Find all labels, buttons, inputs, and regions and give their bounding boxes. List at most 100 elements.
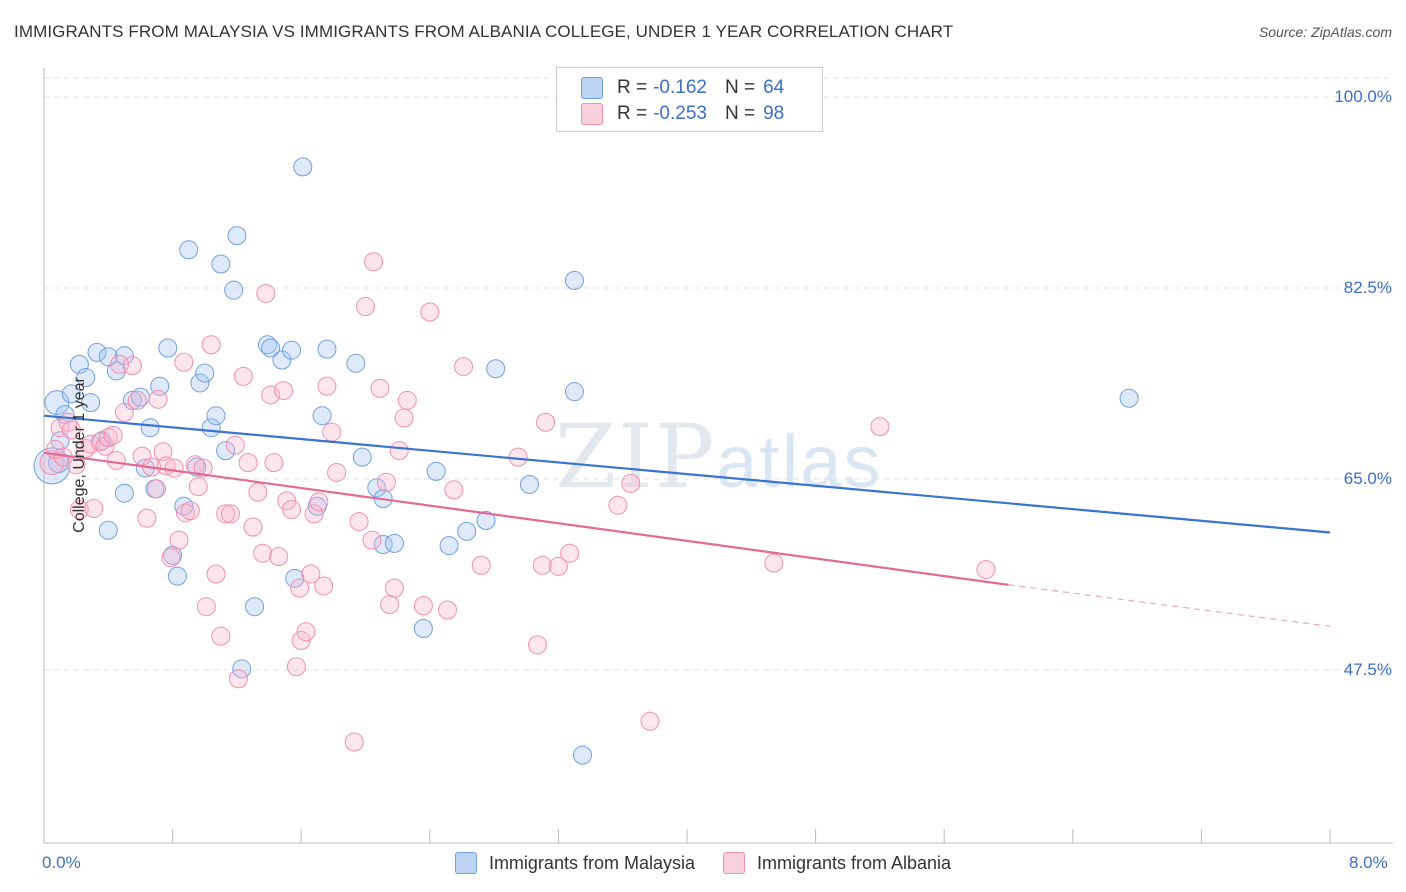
y-tick-label: 100.0%: [1334, 87, 1392, 106]
malaysia-point: [285, 568, 305, 588]
albania-point: [532, 555, 552, 575]
albania-point: [84, 498, 104, 518]
albania-point: [196, 597, 216, 617]
albania-point: [370, 378, 390, 398]
n-label: N =: [724, 103, 756, 124]
albania-point: [169, 530, 189, 550]
malaysia-point: [167, 566, 187, 586]
x-tick-label: 8.0%: [1349, 853, 1388, 872]
albania-point: [122, 355, 142, 375]
albania-point: [106, 450, 126, 470]
malaysia-point: [457, 521, 477, 541]
albania-point: [98, 428, 118, 448]
n-label: N =: [724, 77, 756, 98]
albania-point: [229, 669, 249, 689]
albania-point: [640, 711, 660, 731]
malaysia-point: [573, 745, 593, 765]
albania-point: [256, 283, 276, 303]
malaysia-point: [352, 447, 372, 467]
malaysia-point: [293, 157, 313, 177]
albania-point: [148, 389, 168, 409]
malaysia-trend-line: [43, 414, 1331, 534]
malaysia-point: [245, 597, 265, 617]
legend-item-albania[interactable]: Immigrants from Albania: [722, 852, 952, 874]
malaysia-point: [158, 338, 178, 358]
malaysia-point: [76, 367, 96, 387]
albania-point: [69, 500, 89, 520]
malaysia-swatch: [454, 852, 477, 874]
albania-point: [188, 477, 208, 497]
albania-point: [364, 252, 384, 272]
albania-point: [528, 635, 548, 655]
albania-point: [304, 504, 324, 524]
malaysia-point: [317, 339, 337, 359]
albania-point: [397, 390, 417, 410]
albania-point: [327, 462, 347, 482]
albania-point: [560, 543, 580, 563]
albania-point: [243, 517, 263, 537]
legend-row-albania: R = -0.253 N = 98: [581, 102, 784, 126]
x-tick-label: 0.0%: [42, 853, 81, 872]
albania-point: [277, 491, 297, 511]
albania-point: [420, 302, 440, 322]
albania-point: [220, 504, 240, 524]
legend-row-malaysia: R = -0.162 N = 64: [581, 76, 784, 100]
malaysia-point: [224, 280, 244, 300]
malaysia-point: [312, 406, 332, 426]
malaysia-point: [476, 510, 496, 530]
r-value: -0.162: [653, 77, 707, 98]
albania-point: [608, 495, 628, 515]
legend-item-malaysia[interactable]: Immigrants from Malaysia: [454, 852, 695, 874]
albania-point: [621, 473, 641, 493]
albania-point: [180, 501, 200, 521]
malaysia-point: [486, 359, 506, 379]
albania-point: [349, 512, 369, 532]
albania-point: [454, 357, 474, 377]
malaysia-point: [346, 353, 366, 373]
albania-point: [103, 425, 123, 445]
malaysia-point: [81, 393, 101, 413]
malaysia-point: [272, 350, 292, 370]
y-tick-label: 82.5%: [1343, 278, 1392, 297]
malaysia-point: [179, 240, 199, 260]
albania-point: [384, 578, 404, 598]
albania-point: [127, 390, 147, 410]
legend-label: Immigrants from Albania: [756, 852, 952, 873]
albania-point: [291, 631, 311, 651]
albania-point: [81, 434, 101, 454]
malaysia-point: [1119, 388, 1139, 408]
albania-point: [211, 626, 231, 646]
albania-point: [296, 622, 316, 642]
malaysia-point: [98, 520, 118, 540]
albania-point: [976, 560, 996, 580]
malaysia-point: [519, 474, 539, 494]
albania-point: [39, 450, 65, 476]
albania-point: [61, 420, 81, 440]
albania-point: [870, 417, 890, 437]
y-tick-label: 47.5%: [1343, 660, 1392, 679]
legend-label: Immigrants from Malaysia: [488, 852, 695, 873]
y-tick-label: 65.0%: [1343, 469, 1392, 488]
albania-point: [764, 553, 784, 573]
albania-point: [174, 352, 194, 372]
malaysia-point: [211, 254, 231, 274]
n-value: 64: [763, 77, 785, 98]
malaysia-point: [261, 338, 281, 358]
malaysia-point: [227, 226, 247, 246]
albania-trend-line: [43, 451, 1009, 586]
albania-point: [175, 503, 195, 523]
albania-point: [362, 530, 382, 550]
malaysia-point: [114, 483, 134, 503]
albania-point: [248, 482, 268, 502]
malaysia-point: [282, 340, 302, 360]
malaysia-point: [114, 346, 134, 366]
stats-legend: R = -0.162 N = 64 R = -0.253 N = 98: [556, 67, 823, 132]
malaysia-point: [61, 384, 81, 404]
albania-point: [164, 458, 184, 478]
albania-point: [437, 600, 457, 620]
albania-point: [201, 335, 221, 355]
malaysia-point: [206, 406, 226, 426]
albania-swatch: [722, 852, 745, 874]
chart-title: IMMIGRANTS FROM MALAYSIA VS IMMIGRANTS F…: [14, 22, 954, 41]
r-label: R =: [617, 77, 648, 98]
